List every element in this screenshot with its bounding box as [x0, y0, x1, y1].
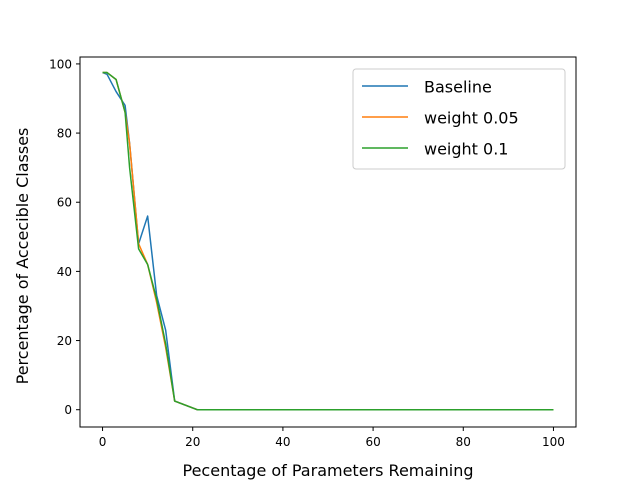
y-tick-label: 0	[64, 403, 72, 417]
legend-label-3: weight 0.1	[424, 140, 508, 159]
plot-area	[102, 71, 554, 411]
x-tick-label: 40	[275, 435, 290, 449]
y-tick-label: 20	[57, 334, 72, 348]
legend-label-1: Baseline	[424, 78, 492, 97]
y-tick-label: 40	[57, 265, 72, 279]
y-tick-label: 100	[49, 57, 72, 71]
y-tick-label: 60	[57, 196, 72, 210]
legend: Baseline weight 0.05 weight 0.1	[352, 68, 566, 170]
x-tick-label: 20	[185, 435, 200, 449]
x-tick-label: 80	[456, 435, 471, 449]
x-axis-label: Pecentage of Parameters Remaining	[183, 461, 474, 480]
y-tick-label: 80	[57, 127, 72, 141]
x-tick-label: 0	[99, 435, 107, 449]
series-line-3	[102, 71, 554, 411]
legend-label-2: weight 0.05	[424, 109, 519, 128]
legend-box	[352, 68, 566, 170]
y-axis-label: Percentage of Accecible Classes	[13, 128, 32, 385]
x-tick-label: 100	[542, 435, 565, 449]
axes-frame	[79, 56, 577, 428]
axes: 0 20 40 60 80 100 0 20 40 60 80 100	[49, 56, 577, 449]
x-tick-label: 60	[365, 435, 380, 449]
